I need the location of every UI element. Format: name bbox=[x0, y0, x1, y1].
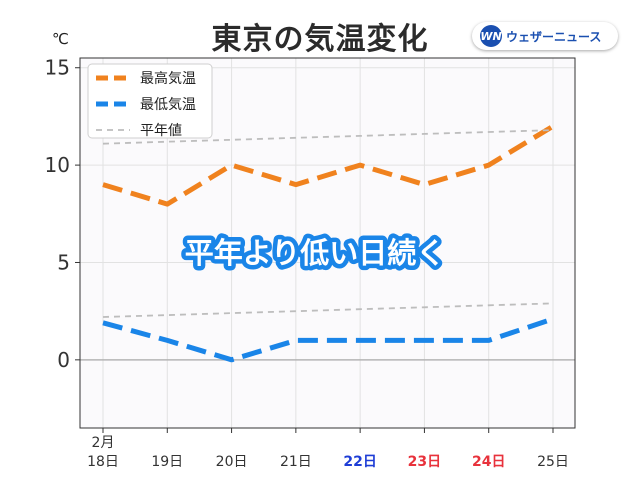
x-tick-label: 18日 bbox=[87, 454, 119, 470]
weathernews-logo-icon: WN bbox=[480, 25, 502, 47]
x-tick-label: 23日 bbox=[408, 454, 441, 470]
y-tick-label: 10 bbox=[45, 153, 70, 177]
plot-border bbox=[79, 57, 576, 429]
annotation-outline: 平年より低い日続く bbox=[185, 236, 445, 270]
x-tick-label: 24日 bbox=[472, 454, 505, 470]
weathernews-logo: WN ウェザーニュース bbox=[472, 22, 618, 50]
legend-box bbox=[87, 63, 213, 139]
legend-label: 最低気温 bbox=[140, 97, 196, 113]
y-tick-label: 0 bbox=[57, 348, 70, 372]
x-tick-label: 22日 bbox=[343, 454, 376, 470]
x-tick-label: 25日 bbox=[537, 454, 569, 470]
y-tick-label: 15 bbox=[45, 56, 70, 80]
series-line-1 bbox=[102, 316, 554, 363]
y-tick-label: 5 bbox=[57, 250, 70, 274]
x-month-label: 2月 bbox=[92, 435, 115, 451]
chart-title: 東京の気温変化 bbox=[211, 22, 429, 57]
weathernews-logo-text: ウェザーニュース bbox=[506, 29, 602, 44]
x-tick-label: 20日 bbox=[216, 454, 248, 470]
legend-label: 最高気温 bbox=[140, 70, 196, 87]
series-line-3 bbox=[102, 302, 554, 318]
legend-label: 平年値 bbox=[140, 123, 182, 139]
annotation-text: 平年より低い日続く bbox=[185, 236, 445, 270]
x-tick-label: 19日 bbox=[151, 454, 183, 470]
x-tick-label: 21日 bbox=[280, 454, 312, 470]
series-line-0 bbox=[102, 124, 555, 207]
series-line-2 bbox=[102, 129, 554, 145]
y-axis-unit: ℃ bbox=[52, 30, 69, 48]
